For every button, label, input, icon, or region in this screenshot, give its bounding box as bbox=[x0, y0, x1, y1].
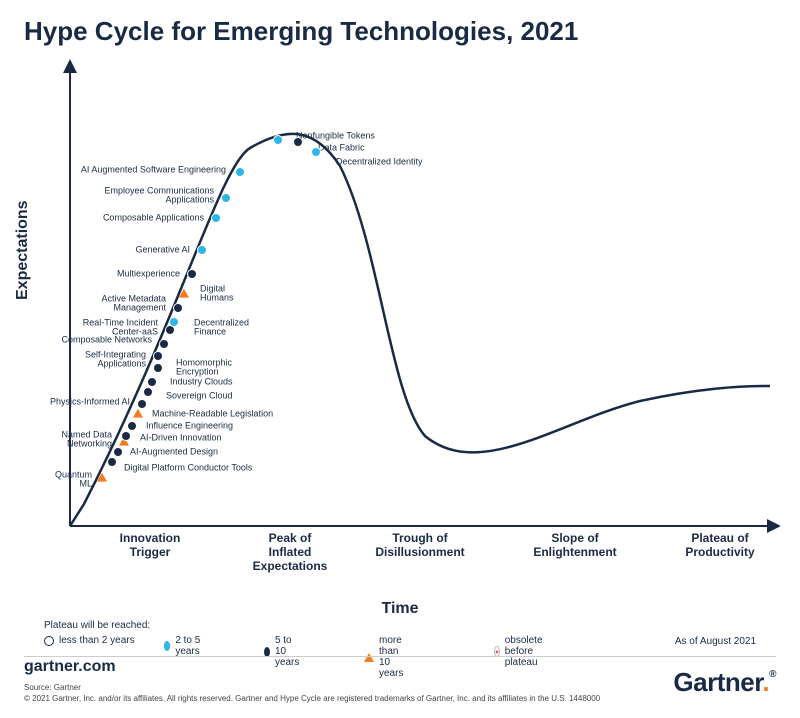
tech-marker bbox=[179, 289, 189, 298]
tech-marker bbox=[127, 421, 137, 431]
tech-marker bbox=[197, 245, 207, 255]
tech-label: Digital Platform Conductor Tools bbox=[124, 463, 252, 472]
tech-label: AI-Augmented Design bbox=[130, 447, 218, 456]
tech-marker bbox=[311, 147, 321, 157]
tech-label: Industry Clouds bbox=[170, 377, 233, 386]
logo-registered: ® bbox=[769, 669, 776, 680]
legend-title: Plateau will be reached: bbox=[44, 620, 150, 631]
legend-item: obsolete before plateau bbox=[494, 635, 548, 668]
tech-marker bbox=[153, 351, 163, 361]
phase-label: Trough ofDisillusionment bbox=[365, 532, 475, 560]
tech-marker bbox=[187, 269, 197, 279]
legend-item: 5 to 10 years bbox=[264, 635, 303, 668]
phase-label: Peak ofInflatedExpectations bbox=[235, 532, 345, 573]
tech-label: Employee CommunicationsApplications bbox=[104, 187, 214, 206]
tech-marker bbox=[143, 387, 153, 397]
tech-marker bbox=[137, 399, 147, 409]
legend-item: more than 10 years bbox=[364, 635, 403, 679]
legend-item: less than 2 years bbox=[44, 635, 135, 646]
legend-swatch bbox=[164, 641, 170, 651]
tech-label: Nonfungible Tokens bbox=[296, 131, 375, 140]
logo-text: Gartner bbox=[673, 667, 762, 697]
tech-label: Generative AI bbox=[135, 245, 190, 254]
tech-label: Sovereign Cloud bbox=[166, 391, 233, 400]
tech-label: HomomorphicEncryption bbox=[176, 359, 232, 378]
tech-marker bbox=[169, 317, 179, 327]
gartner-logo: Gartner.® bbox=[673, 667, 776, 698]
tech-label: QuantumML bbox=[55, 471, 92, 490]
tech-label: Multiexperience bbox=[117, 269, 180, 278]
legend-label: more than 10 years bbox=[379, 635, 403, 679]
tech-label: Decentralized Identity bbox=[336, 157, 423, 166]
tech-label: Composable Applications bbox=[103, 213, 204, 222]
tech-label: AI Augmented Software Engineering bbox=[81, 165, 226, 174]
tech-marker bbox=[159, 339, 169, 349]
tech-marker bbox=[221, 193, 231, 203]
legend: Plateau will be reached: less than 2 yea… bbox=[44, 620, 150, 651]
tech-label: Self-IntegratingApplications bbox=[85, 351, 146, 370]
footer-source: Source: Gartner bbox=[24, 683, 600, 693]
tech-label: Data Fabric bbox=[318, 143, 365, 152]
legend-swatch bbox=[264, 647, 270, 657]
gartner-url: gartner.com bbox=[24, 658, 116, 676]
footer: Source: Gartner © 2021 Gartner, Inc. and… bbox=[24, 683, 600, 704]
legend-row: less than 2 years2 to 5 years5 to 10 yea… bbox=[44, 635, 150, 651]
tech-marker bbox=[97, 473, 107, 482]
legend-swatch bbox=[44, 636, 54, 646]
tech-marker bbox=[147, 377, 157, 387]
tech-marker bbox=[273, 135, 283, 145]
tech-label: Machine-Readable Legislation bbox=[152, 409, 273, 418]
as-of-date: As of August 2021 bbox=[675, 636, 756, 647]
phase-label: InnovationTrigger bbox=[95, 532, 205, 560]
legend-swatch bbox=[364, 653, 374, 662]
tech-label: Influence Engineering bbox=[146, 421, 233, 430]
legend-item: 2 to 5 years bbox=[164, 635, 203, 657]
tech-label: AI-Driven Innovation bbox=[140, 433, 222, 442]
tech-marker bbox=[107, 457, 117, 467]
x-axis-label: Time bbox=[0, 600, 800, 618]
footer-copyright: © 2021 Gartner, Inc. and/or its affiliat… bbox=[24, 694, 600, 704]
legend-label: 2 to 5 years bbox=[175, 635, 203, 657]
chart-svg bbox=[40, 56, 780, 576]
tech-label: Named DataNetworking bbox=[61, 431, 112, 450]
chart-title: Hype Cycle for Emerging Technologies, 20… bbox=[24, 16, 578, 47]
tech-marker bbox=[293, 137, 303, 147]
legend-label: 5 to 10 years bbox=[275, 635, 304, 668]
tech-label: Real-Time IncidentCenter-aaS bbox=[83, 319, 158, 338]
tech-marker bbox=[153, 363, 163, 373]
tech-marker bbox=[173, 303, 183, 313]
tech-marker bbox=[133, 409, 143, 418]
separator bbox=[24, 656, 776, 657]
phase-label: Plateau ofProductivity bbox=[665, 532, 775, 560]
phase-label: Slope ofEnlightenment bbox=[520, 532, 630, 560]
tech-marker bbox=[113, 447, 123, 457]
y-axis-label: Expectations bbox=[14, 200, 32, 300]
tech-marker bbox=[121, 431, 131, 441]
legend-label: less than 2 years bbox=[59, 635, 135, 646]
tech-marker bbox=[235, 167, 245, 177]
legend-label: obsolete before plateau bbox=[505, 635, 548, 668]
tech-label: Active MetadataManagement bbox=[101, 295, 166, 314]
tech-label: DecentralizedFinance bbox=[194, 319, 249, 338]
tech-label: DigitalHumans bbox=[200, 285, 234, 304]
tech-label: Physics-Informed AI bbox=[50, 397, 130, 406]
tech-marker bbox=[211, 213, 221, 223]
hype-cycle-chart: InnovationTrigger Peak ofInflatedExpectat… bbox=[40, 56, 780, 576]
